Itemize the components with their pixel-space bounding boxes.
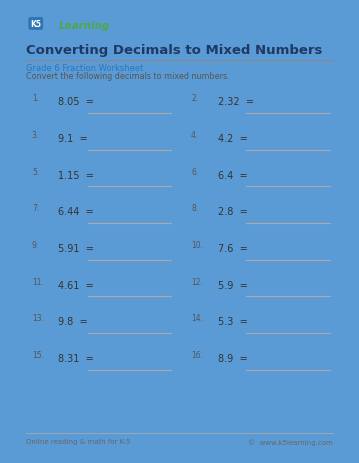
Text: 8.05  =: 8.05 =: [59, 97, 94, 107]
Text: 3.: 3.: [32, 131, 39, 139]
Text: 14.: 14.: [191, 313, 203, 323]
Text: ©  www.k5learning.com: © www.k5learning.com: [248, 438, 333, 444]
Text: 9.: 9.: [32, 240, 39, 250]
Text: 13.: 13.: [32, 313, 44, 323]
Text: 4.: 4.: [191, 131, 199, 139]
Text: 2.32  =: 2.32 =: [218, 97, 254, 107]
Text: 9.1  =: 9.1 =: [59, 134, 88, 144]
Text: 7.: 7.: [32, 204, 39, 213]
Text: 9.8  =: 9.8 =: [59, 317, 88, 327]
Text: Online reading & math for K-5: Online reading & math for K-5: [26, 438, 131, 444]
Text: K5: K5: [30, 20, 41, 29]
Text: 7.6  =: 7.6 =: [218, 244, 247, 253]
Text: 4.2  =: 4.2 =: [218, 134, 247, 144]
Text: Grade 6 Fraction Worksheet: Grade 6 Fraction Worksheet: [26, 63, 144, 73]
Text: 5.9  =: 5.9 =: [218, 280, 247, 290]
Text: Converting Decimals to Mixed Numbers: Converting Decimals to Mixed Numbers: [26, 44, 323, 57]
Text: 10.: 10.: [191, 240, 203, 250]
Text: 5.3  =: 5.3 =: [218, 317, 247, 327]
Text: 8.31  =: 8.31 =: [59, 353, 94, 363]
Text: 2.: 2.: [191, 94, 198, 103]
Text: 1.: 1.: [32, 94, 39, 103]
Text: 6.4  =: 6.4 =: [218, 170, 247, 180]
Text: Convert the following decimals to mixed numbers.: Convert the following decimals to mixed …: [26, 72, 230, 81]
Text: Learning: Learning: [59, 21, 110, 31]
Text: 11.: 11.: [32, 277, 44, 286]
Text: 4.61  =: 4.61 =: [59, 280, 94, 290]
Text: 16.: 16.: [191, 350, 203, 359]
Text: 12.: 12.: [191, 277, 203, 286]
Text: 8.: 8.: [191, 204, 198, 213]
Text: 15.: 15.: [32, 350, 44, 359]
Text: 5.: 5.: [32, 167, 39, 176]
Text: 1.15  =: 1.15 =: [59, 170, 94, 180]
Text: 6.44  =: 6.44 =: [59, 207, 94, 217]
Text: 6.: 6.: [191, 167, 199, 176]
Text: 2.8  =: 2.8 =: [218, 207, 247, 217]
Text: 5.91  =: 5.91 =: [59, 244, 94, 253]
Text: 8.9  =: 8.9 =: [218, 353, 247, 363]
